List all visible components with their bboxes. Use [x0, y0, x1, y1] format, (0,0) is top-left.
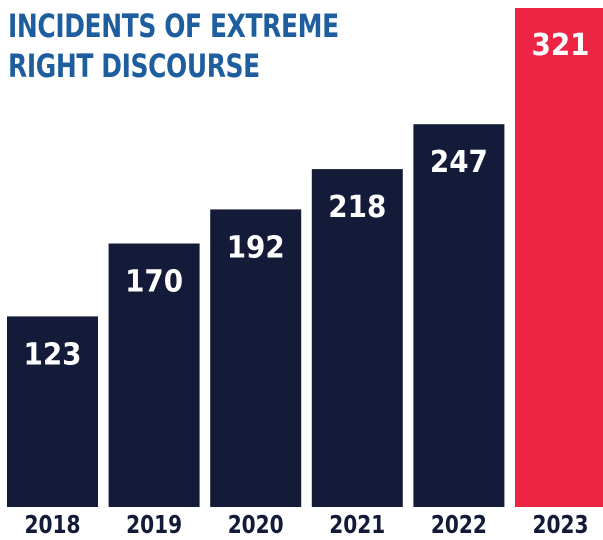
x-tick-label-2018: 2018	[25, 510, 81, 539]
value-labels-group: 123 170 192 218 247 321	[24, 28, 590, 372]
bar-value-label-2020: 192	[227, 230, 285, 265]
chart-title: INCIDENTS OF EXTREME RIGHT DISCOURSE	[8, 6, 339, 86]
bar-2019	[108, 243, 200, 507]
bar-value-label-2022: 247	[430, 145, 488, 180]
x-tick-label-2019: 2019	[126, 510, 182, 539]
bar-2023	[515, 8, 603, 507]
bar-value-label-2018: 123	[24, 337, 82, 372]
x-tick-label-2020: 2020	[228, 510, 284, 539]
chart-title-line-2: RIGHT DISCOURSE	[8, 47, 260, 85]
x-axis-tick-labels: 2018 2019 2020 2021 2022 2023	[25, 510, 589, 539]
bar-2020	[210, 209, 302, 507]
bar-value-label-2019: 170	[125, 265, 183, 300]
bar-value-label-2023: 321	[532, 28, 590, 63]
chart-title-line-1: INCIDENTS OF EXTREME	[8, 7, 339, 45]
x-tick-label-2023: 2023	[533, 510, 589, 539]
x-tick-label-2022: 2022	[431, 510, 487, 539]
bar-2022	[413, 124, 505, 507]
x-tick-label-2021: 2021	[329, 510, 385, 539]
bar-value-label-2021: 218	[328, 190, 386, 225]
bar-2018	[7, 316, 98, 507]
bars-group	[7, 8, 603, 507]
bar-2021	[311, 169, 403, 507]
